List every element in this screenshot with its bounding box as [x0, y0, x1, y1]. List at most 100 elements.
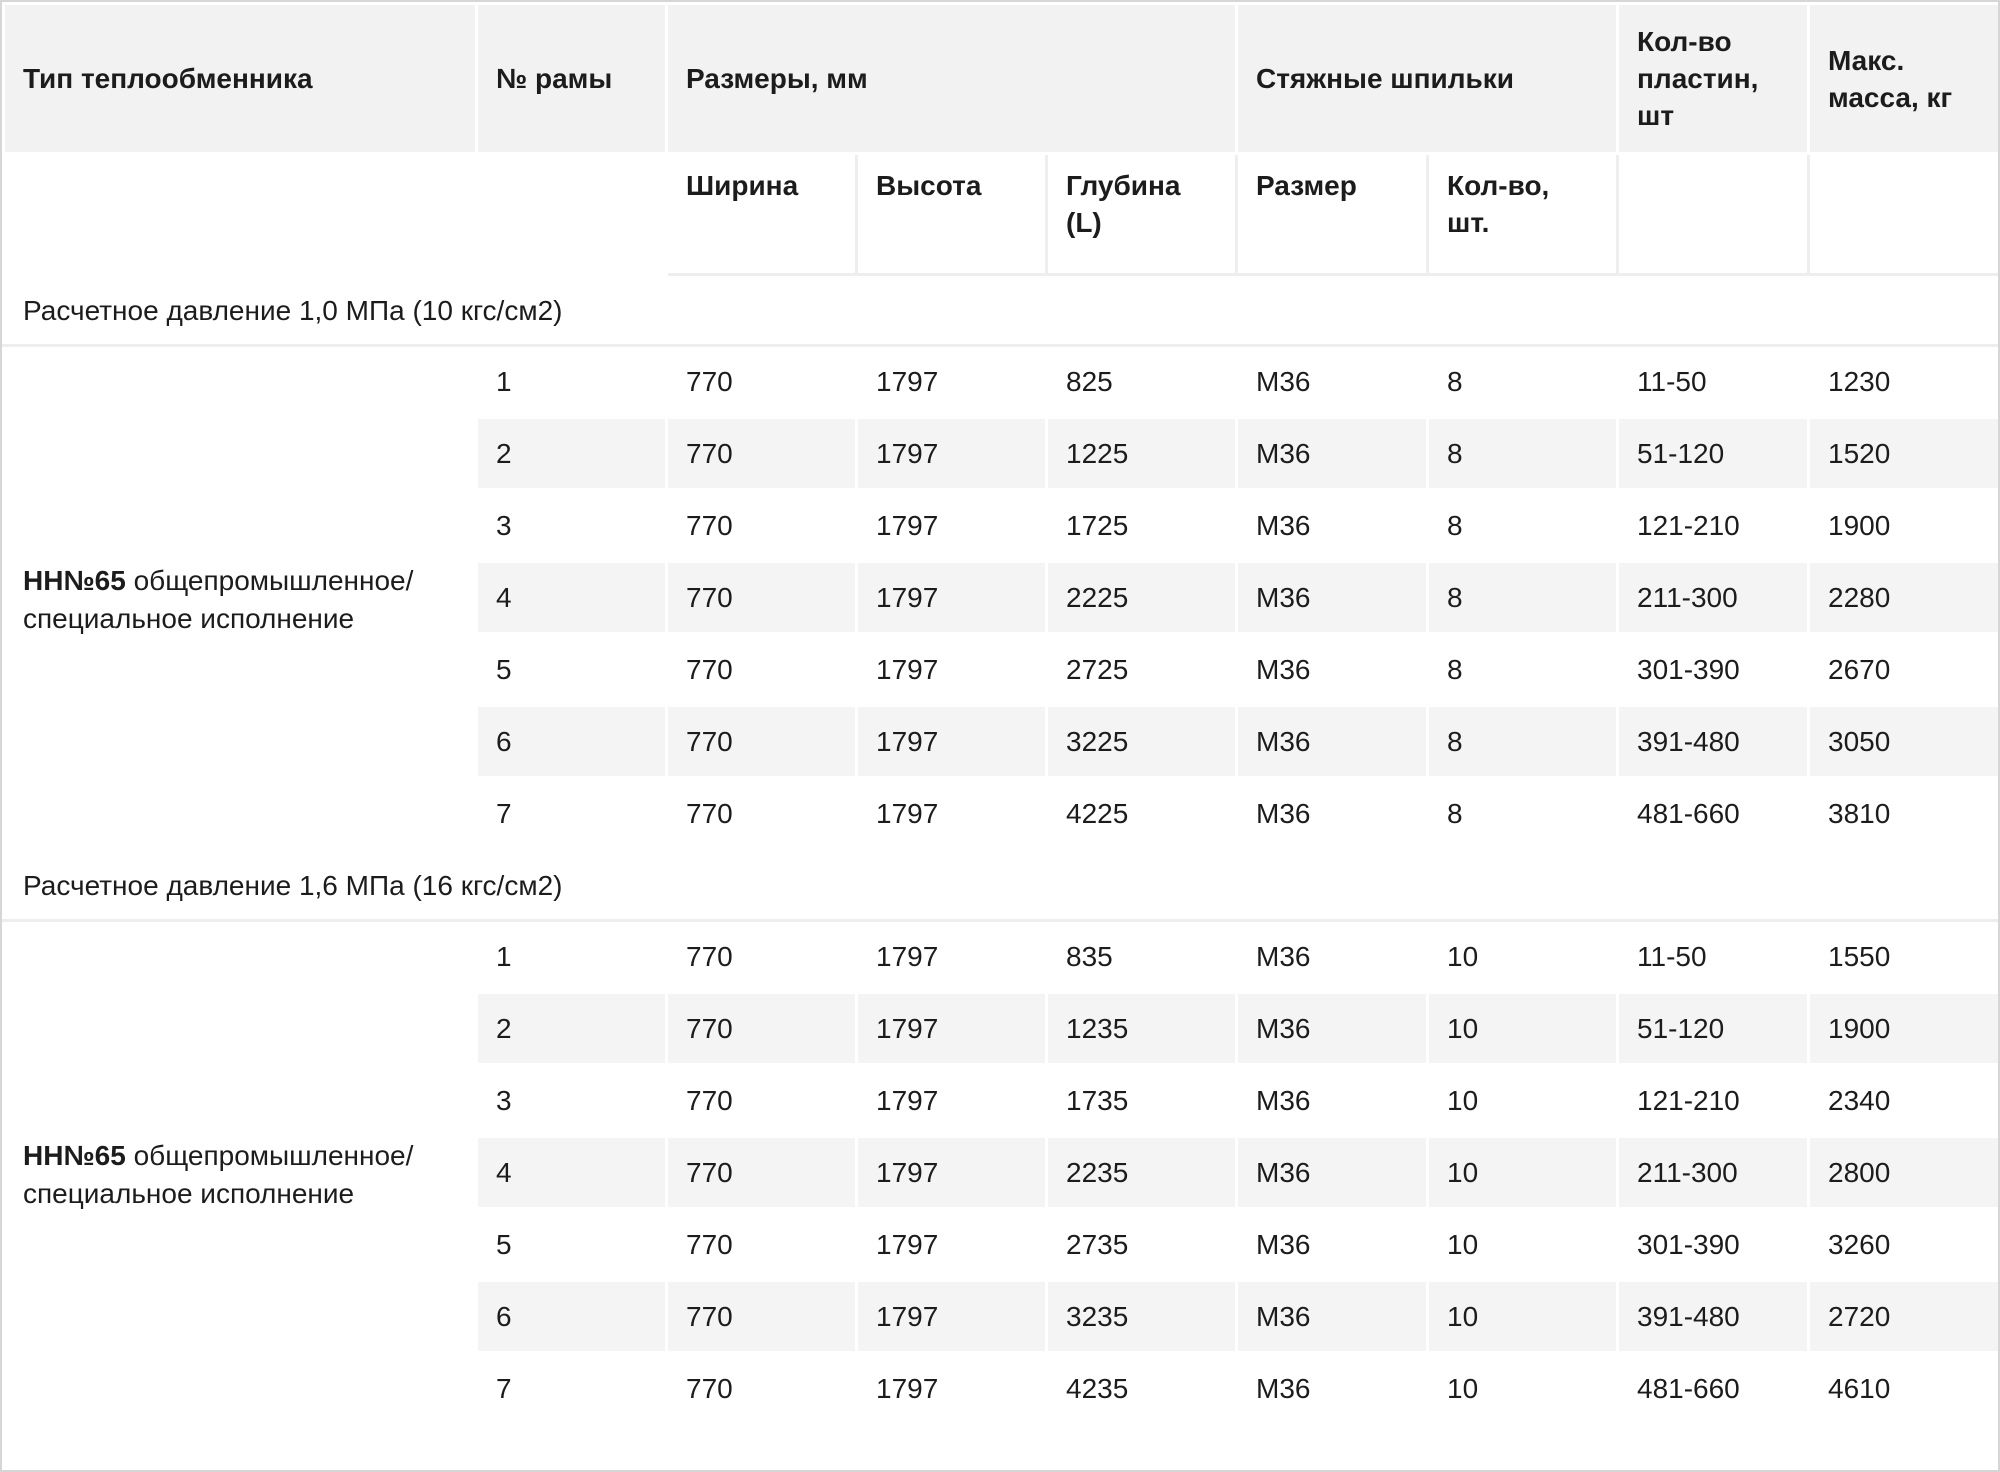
- section-title: Расчетное давление 1,0 МПа (10 кгс/см2): [2, 273, 1998, 347]
- data-cell: 1797: [855, 632, 1048, 707]
- data-cell: 3: [475, 1063, 668, 1138]
- data-cell: M36: [1235, 704, 1429, 779]
- header-cell: № рамы: [475, 2, 668, 155]
- data-cell: 3260: [1807, 1207, 1998, 1282]
- data-cell: 770: [665, 1279, 858, 1354]
- data-cell: 2280: [1807, 560, 1998, 635]
- type-cell: НН№65 общепромышленное/ специальное испо…: [2, 344, 478, 851]
- model-description: общепромышленное/ специальное исполнение: [23, 564, 414, 634]
- data-cell: 2735: [1045, 1207, 1238, 1282]
- data-cell: 211-300: [1616, 1135, 1810, 1210]
- data-row: 2 770 1797 1225 M36 8 51-120 1520: [4, 416, 1998, 491]
- data-row: НН№65 общепромышленное/ специальное испо…: [2, 344, 1998, 851]
- data-row: 5 770 1797 2735 M36 10 301-390 3260: [4, 1207, 1998, 1282]
- data-cell: 1797: [855, 1063, 1048, 1138]
- data-row: 5 770 1797 2725 M36 8 301-390 2670: [4, 632, 1998, 707]
- section-row: Расчетное давление 1,6 МПа (16 кгс/см2): [2, 848, 1998, 922]
- data-cell: 2235: [1045, 1135, 1238, 1210]
- model-name: НН№65: [23, 564, 126, 596]
- data-cell: 391-480: [1616, 1279, 1810, 1354]
- header-cell: Кол-во, шт.: [1426, 152, 1619, 276]
- data-cell: 8: [1426, 560, 1619, 635]
- data-cell: 770: [665, 632, 858, 707]
- data-cell: 51-120: [1616, 416, 1810, 491]
- data-cell: M36: [1235, 344, 1429, 419]
- data-row: 6 770 1797 3235 M36 10 391-480 2720: [4, 1279, 1998, 1354]
- data-cell: M36: [1235, 632, 1429, 707]
- data-cell: 1797: [855, 991, 1048, 1066]
- data-cell: M36: [1235, 1207, 1429, 1282]
- table-head: Тип теплообменника № рамы Размеры, мм Ст…: [2, 2, 1998, 276]
- data-cell: 4610: [1807, 1351, 1998, 1426]
- data-cell: 8: [1426, 344, 1619, 419]
- data-cell: 2800: [1807, 1135, 1998, 1210]
- data-cell: 5: [475, 1207, 668, 1282]
- spec-table: Тип теплообменника № рамы Размеры, мм Ст…: [2, 2, 1998, 1426]
- data-cell: M36: [1235, 1351, 1429, 1426]
- model-description: общепромышленное/ специальное исполнение: [23, 1139, 414, 1209]
- data-cell: 1797: [855, 560, 1048, 635]
- table-body: Расчетное давление 1,0 МПа (10 кгс/см2) Н…: [2, 273, 1998, 1426]
- data-cell: 5: [475, 632, 668, 707]
- data-cell: 2: [475, 416, 668, 491]
- data-cell: 1230: [1807, 344, 1998, 419]
- data-cell: 770: [665, 416, 858, 491]
- data-cell: 481-660: [1616, 776, 1810, 851]
- data-cell: 770: [665, 488, 858, 563]
- data-cell: 1797: [855, 344, 1048, 419]
- data-cell: 1225: [1045, 416, 1238, 491]
- data-row: 3 770 1797 1725 M36 8 121-210 1900: [4, 488, 1998, 563]
- data-cell: 3235: [1045, 1279, 1238, 1354]
- header-cell: Тип теплообменника: [2, 2, 478, 155]
- data-cell: 2670: [1807, 632, 1998, 707]
- data-cell: 4225: [1045, 776, 1238, 851]
- data-cell: 10: [1426, 1063, 1619, 1138]
- model-name: НН№65: [23, 1139, 126, 1171]
- header-cell: Размеры, мм: [665, 2, 1238, 155]
- data-cell: 2725: [1045, 632, 1238, 707]
- header-cell: Высота: [855, 152, 1048, 276]
- section-title: Расчетное давление 1,6 МПа (16 кгс/см2): [2, 848, 1998, 922]
- data-cell: 3: [475, 488, 668, 563]
- data-cell: M36: [1235, 1063, 1429, 1138]
- data-cell: 770: [665, 776, 858, 851]
- data-cell: 1900: [1807, 991, 1998, 1066]
- header-cell: Глубина (L): [1045, 152, 1238, 276]
- header-cell: Кол-во пластин, шт: [1616, 2, 1810, 155]
- empty-cell: [1616, 152, 1810, 276]
- data-cell: 1900: [1807, 488, 1998, 563]
- data-cell: M36: [1235, 1279, 1429, 1354]
- data-cell: 10: [1426, 1135, 1619, 1210]
- data-cell: 1797: [855, 919, 1048, 994]
- data-cell: 7: [475, 776, 668, 851]
- header-cell: Размер: [1235, 152, 1429, 276]
- data-cell: 8: [1426, 704, 1619, 779]
- data-cell: M36: [1235, 560, 1429, 635]
- data-cell: 1235: [1045, 991, 1238, 1066]
- data-cell: 835: [1045, 919, 1238, 994]
- data-cell: 1797: [855, 776, 1048, 851]
- data-cell: 8: [1426, 488, 1619, 563]
- data-cell: 1797: [855, 488, 1048, 563]
- data-row: 3 770 1797 1735 M36 10 121-210 2340: [4, 1063, 1998, 1138]
- data-cell: 301-390: [1616, 1207, 1810, 1282]
- data-cell: M36: [1235, 1135, 1429, 1210]
- data-cell: 770: [665, 919, 858, 994]
- data-cell: 2340: [1807, 1063, 1998, 1138]
- data-cell: 6: [475, 704, 668, 779]
- type-cell: НН№65 общепромышленное/ специальное испо…: [2, 919, 478, 1426]
- header-cell: Стяжные шпильки: [1235, 2, 1619, 155]
- data-cell: 770: [665, 1135, 858, 1210]
- data-cell: 1797: [855, 1351, 1048, 1426]
- data-cell: 770: [665, 560, 858, 635]
- data-cell: M36: [1235, 919, 1429, 994]
- data-cell: 10: [1426, 991, 1619, 1066]
- data-cell: 121-210: [1616, 1063, 1810, 1138]
- data-row: НН№65 общепромышленное/ специальное испо…: [2, 919, 1998, 1426]
- data-cell: 51-120: [1616, 991, 1810, 1066]
- data-cell: 1550: [1807, 919, 1998, 994]
- data-cell: M36: [1235, 991, 1429, 1066]
- empty-cell: [2, 152, 668, 276]
- data-cell: 4: [475, 560, 668, 635]
